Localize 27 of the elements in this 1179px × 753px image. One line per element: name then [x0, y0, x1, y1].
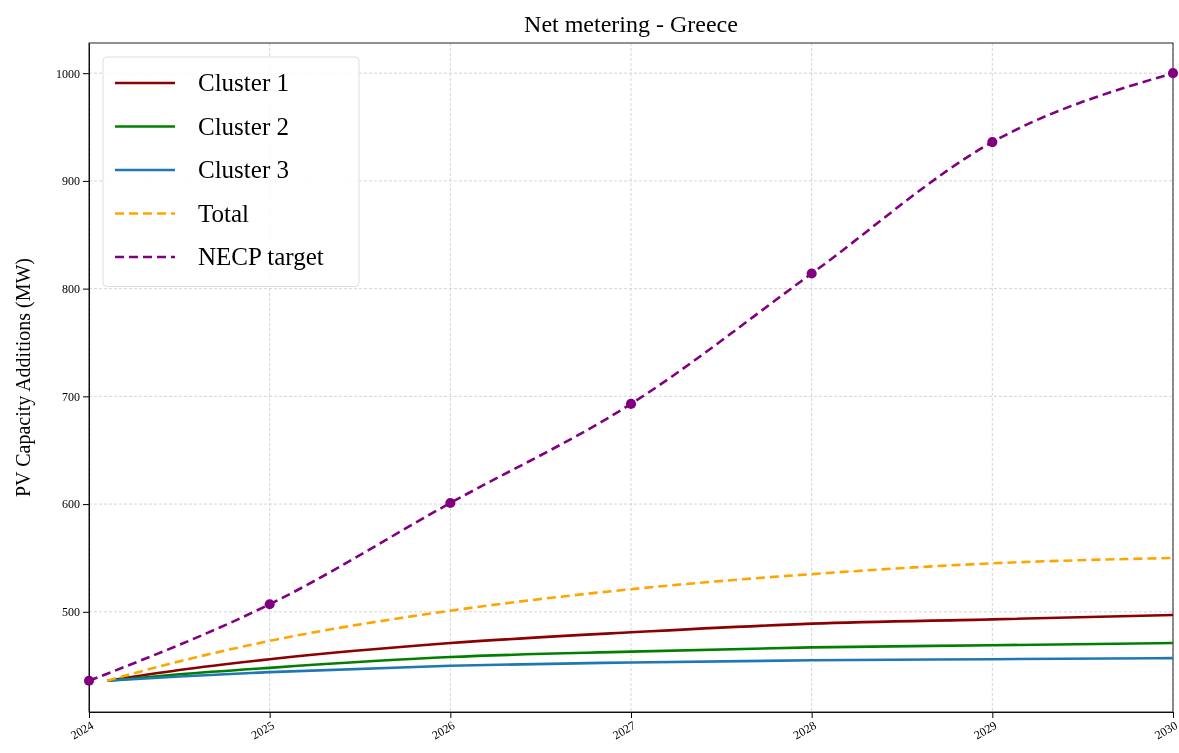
- point: [445, 497, 456, 509]
- point: [264, 599, 275, 610]
- point: [1167, 68, 1179, 79]
- legend-label: Cluster 3: [198, 156, 289, 183]
- y-tick-label: 700: [62, 389, 80, 404]
- y-axis-title: PV Capacity Additions (MW): [12, 257, 35, 498]
- point: [806, 268, 817, 279]
- x-tick-label: 2027: [610, 718, 638, 743]
- x-tick-label: 2028: [790, 718, 819, 743]
- x-tick-label: 2025: [248, 718, 277, 743]
- legend-label: NECP target: [198, 243, 324, 270]
- x-tick-label: 2026: [429, 718, 458, 743]
- legend-label: Cluster 1: [198, 69, 289, 96]
- x-tick-label: 2030: [1152, 718, 1179, 743]
- point: [625, 398, 637, 409]
- chart-title: Net metering - Greece: [524, 11, 738, 37]
- y-tick-label: 1000: [56, 66, 80, 81]
- point: [987, 137, 998, 148]
- legend-label: Total: [198, 199, 250, 227]
- y-tick-label: 800: [62, 281, 80, 296]
- point: [83, 675, 95, 686]
- legend-label: Cluster 2: [198, 112, 289, 140]
- x-tick-label: 2029: [971, 718, 1000, 743]
- y-tick-label: 500: [62, 605, 80, 620]
- y-tick-label: 900: [62, 174, 80, 189]
- x-tick-label: 2024: [68, 718, 96, 743]
- y-tick-label: 600: [62, 497, 80, 512]
